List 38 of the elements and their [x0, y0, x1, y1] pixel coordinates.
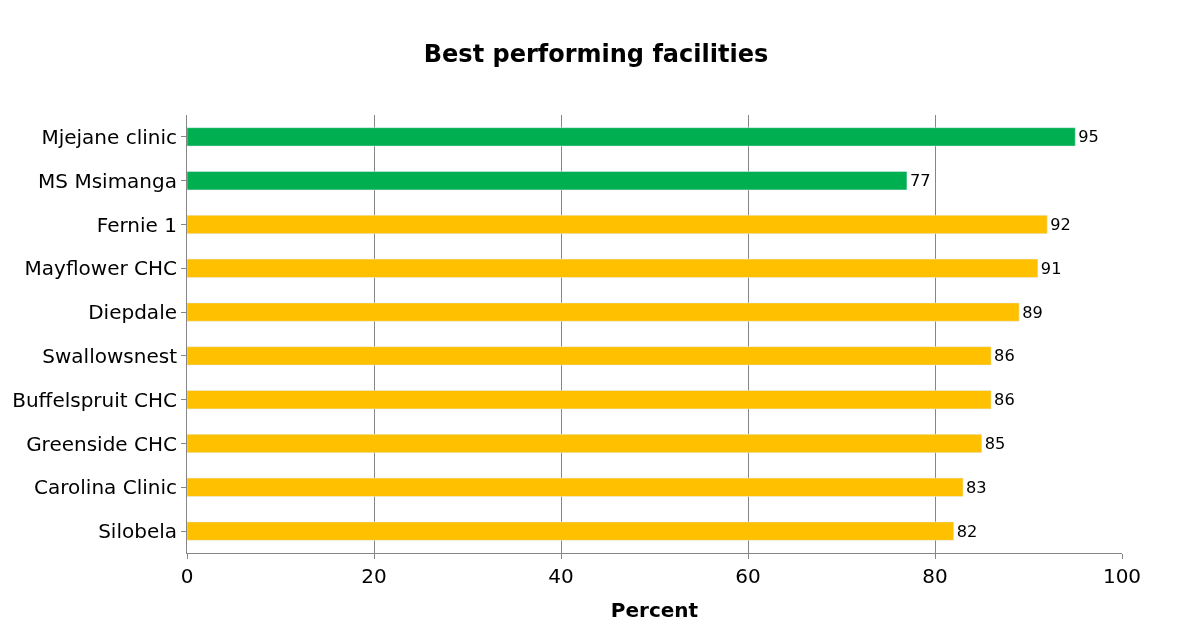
x-tick-label: 0	[180, 564, 194, 588]
data-label: 83	[966, 477, 987, 497]
bar	[187, 258, 1039, 278]
x-tick-label: 20	[361, 564, 387, 588]
bar	[187, 390, 992, 410]
bar	[187, 521, 954, 541]
data-label: 86	[994, 390, 1015, 410]
y-tick-label: Buffelspruit CHC	[12, 387, 177, 412]
data-label: 92	[1050, 215, 1071, 235]
bar	[187, 215, 1048, 234]
bar	[187, 127, 1076, 147]
y-tick-label: Mjejane clinic	[41, 124, 177, 149]
data-label: 86	[994, 346, 1015, 366]
y-tick-label: Mayflower CHC	[24, 256, 177, 281]
data-label: 77	[909, 171, 931, 191]
data-label: 85	[984, 434, 1006, 454]
data-label: 89	[1022, 302, 1043, 322]
y-tick-label: Fernie 1	[96, 212, 177, 237]
y-tick-label: Diepdale	[88, 300, 177, 325]
y-tick-label: Greenside CHC	[26, 431, 177, 456]
x-tick-label: 40	[548, 564, 574, 588]
bar	[187, 477, 964, 497]
chart-title: Best performing facilities	[423, 39, 769, 68]
data-label: 82	[956, 521, 978, 541]
x-tick-label: 60	[735, 564, 761, 588]
x-axis-title: Percent	[610, 597, 699, 622]
y-tick-label: Silobela	[98, 519, 177, 544]
data-label: 91	[1040, 258, 1062, 278]
bar	[187, 171, 908, 191]
bar	[187, 346, 992, 366]
x-tick-label: 80	[922, 564, 948, 588]
bar	[187, 302, 1020, 322]
y-tick-label: MS Msimanga	[38, 168, 177, 193]
data-label: 95	[1078, 127, 1099, 147]
bar	[187, 434, 982, 453]
y-tick-label: Swallowsnest	[42, 343, 178, 368]
x-tick-label: 100	[1102, 564, 1142, 588]
y-tick-label: Carolina Clinic	[34, 475, 177, 500]
